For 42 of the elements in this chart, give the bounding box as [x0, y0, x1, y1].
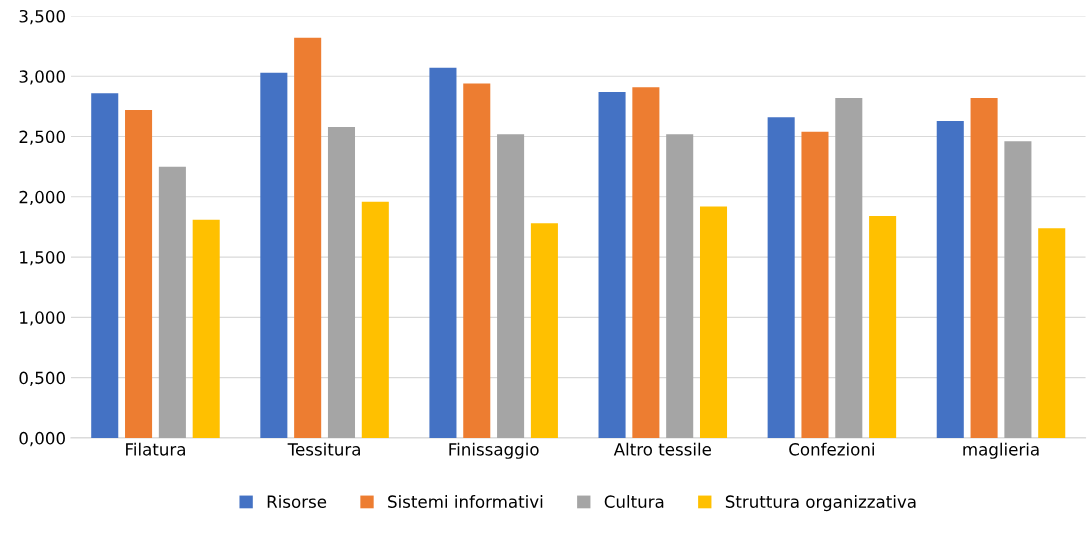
bar — [632, 87, 660, 438]
y-tick-label: 2,500 — [19, 130, 65, 145]
bar — [666, 134, 694, 438]
y-tick-label: 0,500 — [19, 371, 65, 386]
y-tick-label: 0,000 — [19, 431, 65, 447]
bar — [91, 93, 119, 438]
bar — [260, 72, 288, 438]
bar — [767, 117, 795, 438]
bar — [158, 166, 186, 438]
bar — [869, 216, 897, 438]
bar — [530, 223, 558, 438]
legend-label: Risorse — [267, 495, 327, 508]
x-tick-label: Altro tessile — [613, 442, 711, 456]
bar — [497, 134, 525, 438]
bar — [361, 201, 389, 438]
x-tick-label: maglieria — [963, 442, 1039, 459]
bar — [327, 126, 356, 438]
legend-label: Sistemi informativi — [388, 495, 543, 508]
bar — [125, 110, 153, 438]
x-tick-label: Filatura — [126, 442, 185, 456]
x-tick-label: Confezioni — [789, 442, 874, 456]
bar — [699, 206, 728, 438]
bar — [801, 131, 829, 438]
bar — [598, 91, 626, 438]
y-tick-label: 3,500 — [19, 9, 65, 25]
bar — [429, 67, 457, 438]
bar — [192, 219, 220, 438]
legend-label: Struttura organizzativa — [725, 495, 916, 512]
bar — [1038, 228, 1066, 438]
bar — [970, 97, 998, 438]
bar — [1004, 141, 1032, 438]
x-tick-label: Finissaggio — [449, 442, 539, 459]
bar — [463, 83, 491, 438]
y-tick-label: 1,000 — [20, 311, 65, 326]
x-tick-label: Tessitura — [287, 442, 360, 456]
legend-label: Cultura — [604, 495, 664, 508]
bar — [294, 37, 322, 438]
bar — [936, 120, 964, 438]
y-tick-label: 1,500 — [20, 251, 65, 266]
y-tick-label: 2,000 — [19, 190, 65, 206]
y-tick-label: 3,000 — [19, 70, 65, 85]
bar — [835, 97, 863, 438]
